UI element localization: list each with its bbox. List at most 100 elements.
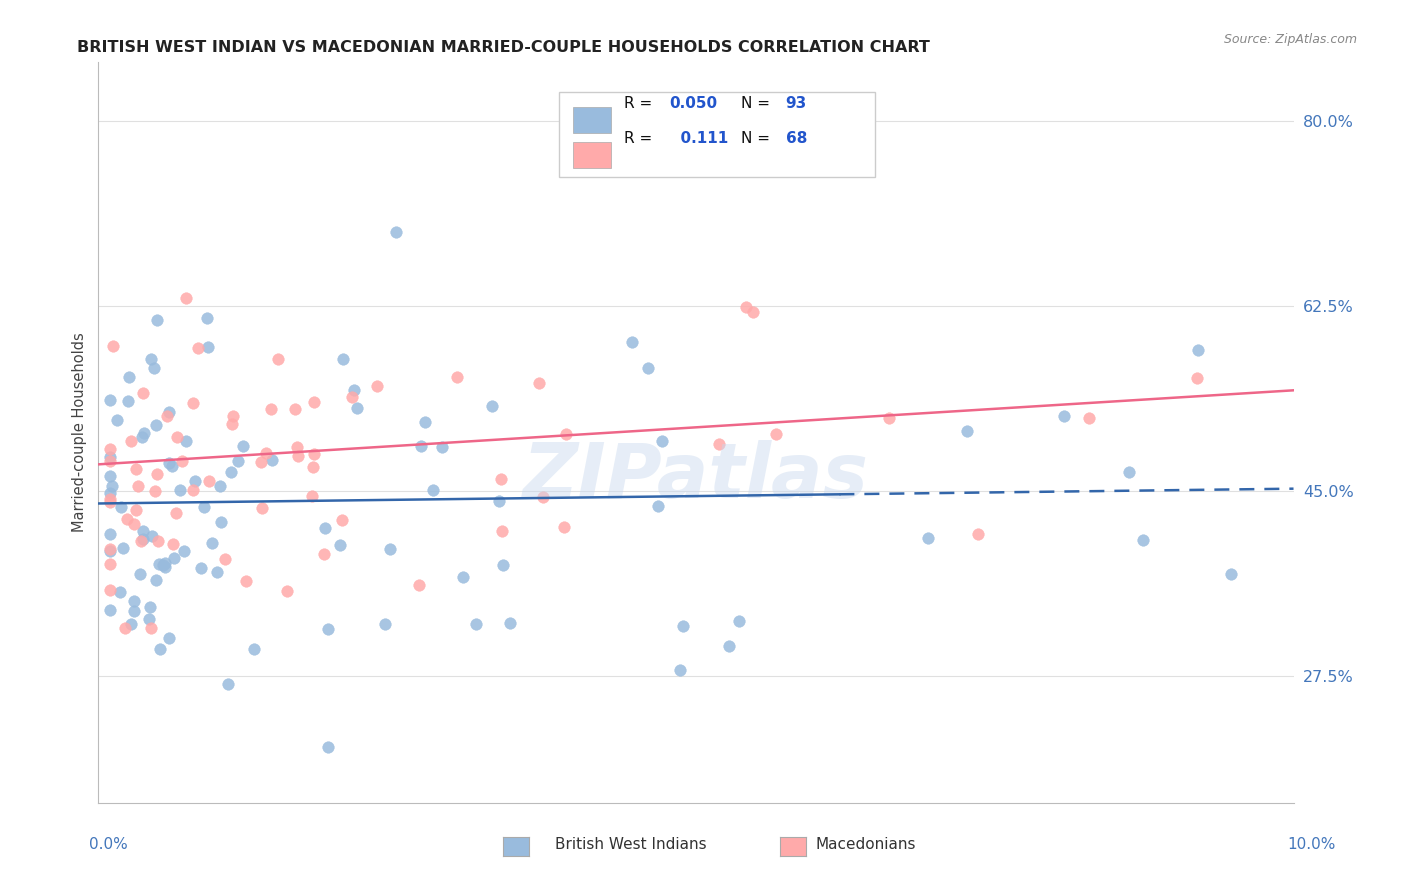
Point bbox=[114, 621, 136, 635]
Y-axis label: Married-couple Households: Married-couple Households bbox=[72, 333, 87, 533]
Point bbox=[190, 561, 212, 575]
Point bbox=[181, 483, 204, 497]
Point bbox=[170, 454, 193, 468]
Point bbox=[143, 483, 166, 498]
Point bbox=[131, 430, 153, 444]
Point bbox=[169, 483, 191, 497]
Point bbox=[127, 479, 149, 493]
Point bbox=[98, 442, 122, 457]
Point bbox=[765, 426, 787, 441]
Point bbox=[195, 311, 218, 326]
Point bbox=[98, 486, 122, 500]
Text: 68: 68 bbox=[786, 131, 807, 146]
Point bbox=[343, 383, 366, 397]
Point bbox=[366, 379, 388, 393]
Point bbox=[183, 474, 205, 488]
Point bbox=[131, 524, 153, 538]
Point bbox=[174, 434, 197, 449]
Point bbox=[647, 499, 669, 513]
Point bbox=[651, 434, 673, 448]
Point bbox=[132, 386, 155, 401]
Point bbox=[531, 491, 554, 505]
Point bbox=[492, 558, 515, 572]
Point bbox=[112, 541, 135, 556]
Point bbox=[157, 457, 180, 471]
Text: BRITISH WEST INDIAN VS MACEDONIAN MARRIED-COUPLE HOUSEHOLDS CORRELATION CHART: BRITISH WEST INDIAN VS MACEDONIAN MARRIE… bbox=[77, 40, 931, 55]
Point bbox=[98, 541, 122, 556]
Point bbox=[165, 506, 187, 520]
Point bbox=[374, 616, 396, 631]
Point bbox=[201, 536, 224, 550]
Point bbox=[491, 472, 513, 486]
Point bbox=[1118, 465, 1140, 479]
Point bbox=[98, 495, 122, 509]
Point bbox=[314, 521, 336, 535]
Point bbox=[221, 417, 243, 431]
Point bbox=[877, 411, 900, 425]
Point bbox=[742, 305, 765, 319]
Point bbox=[1185, 371, 1208, 385]
Point bbox=[129, 567, 152, 582]
Point bbox=[134, 425, 156, 440]
Point bbox=[166, 430, 188, 444]
Point bbox=[120, 434, 142, 449]
Point bbox=[217, 676, 239, 690]
Point bbox=[340, 390, 363, 404]
Point bbox=[187, 341, 209, 355]
Point bbox=[554, 427, 576, 442]
Point bbox=[153, 556, 176, 570]
Text: R =: R = bbox=[624, 131, 658, 146]
Text: R =: R = bbox=[624, 95, 658, 111]
Point bbox=[465, 616, 488, 631]
FancyBboxPatch shape bbox=[558, 92, 876, 178]
Point bbox=[98, 603, 122, 617]
Point bbox=[669, 663, 692, 677]
Point bbox=[209, 515, 232, 529]
Text: ZIPatlas: ZIPatlas bbox=[523, 440, 869, 514]
Point bbox=[110, 584, 132, 599]
Point bbox=[411, 439, 433, 453]
Point bbox=[146, 313, 169, 327]
Point bbox=[98, 544, 122, 558]
Text: 93: 93 bbox=[786, 95, 807, 111]
Point bbox=[219, 465, 242, 479]
Text: N =: N = bbox=[741, 131, 775, 146]
Text: Macedonians: Macedonians bbox=[815, 838, 915, 852]
Point bbox=[98, 450, 122, 464]
Point bbox=[672, 619, 695, 633]
Point bbox=[332, 351, 354, 366]
Point bbox=[139, 351, 162, 366]
Point bbox=[330, 513, 353, 527]
Point bbox=[378, 541, 401, 556]
Point bbox=[98, 468, 122, 483]
Point bbox=[553, 520, 575, 534]
Point bbox=[529, 376, 551, 390]
Point bbox=[145, 418, 167, 433]
Text: 0.050: 0.050 bbox=[669, 95, 718, 111]
Point bbox=[98, 558, 122, 572]
Point bbox=[413, 415, 436, 429]
Point bbox=[145, 573, 167, 587]
Point bbox=[152, 558, 174, 573]
Point bbox=[228, 454, 250, 468]
Point bbox=[208, 479, 231, 493]
Point bbox=[917, 531, 939, 545]
Point bbox=[122, 516, 145, 531]
Point bbox=[103, 338, 125, 352]
Point bbox=[262, 453, 284, 467]
Point bbox=[734, 301, 756, 315]
Point bbox=[159, 631, 181, 645]
Point bbox=[232, 439, 254, 453]
Point bbox=[302, 394, 325, 409]
FancyBboxPatch shape bbox=[572, 142, 612, 169]
Text: 10.0%: 10.0% bbox=[1288, 838, 1336, 852]
Point bbox=[408, 577, 430, 591]
Point bbox=[118, 369, 141, 384]
Point bbox=[250, 500, 273, 515]
Point bbox=[284, 401, 307, 416]
Text: Source: ZipAtlas.com: Source: ZipAtlas.com bbox=[1223, 33, 1357, 46]
Point bbox=[198, 474, 221, 488]
Point bbox=[1187, 343, 1209, 358]
Point bbox=[205, 565, 228, 579]
Point bbox=[1132, 533, 1154, 548]
